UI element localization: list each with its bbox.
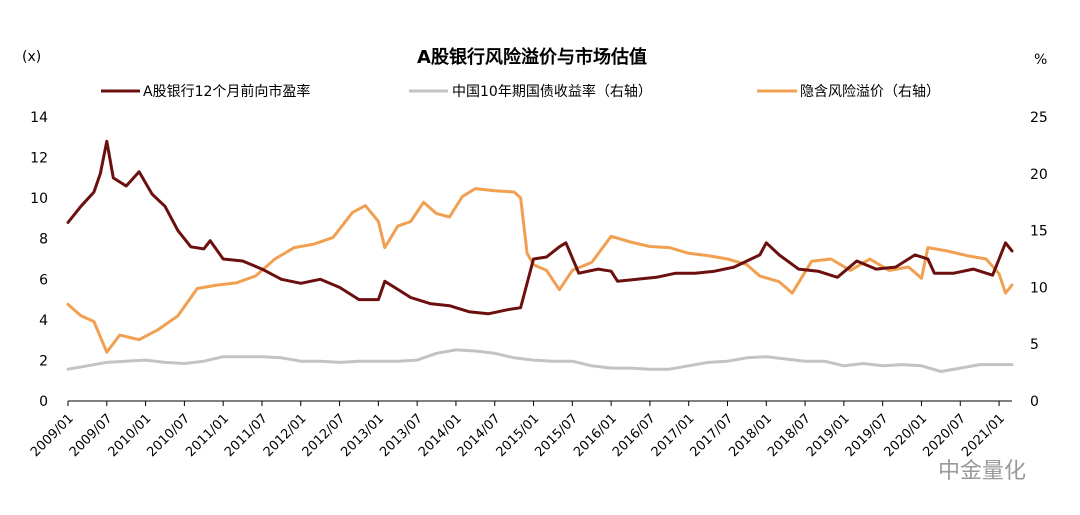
series-line-pe xyxy=(66,139,1014,316)
legend: A股银行12个月前向市盈率 中国10年期国债收益率（右轴） 隐含风险溢价（右轴） xyxy=(101,83,940,100)
right-axis-unit: % xyxy=(1034,52,1047,68)
left-axis-tick-label: 10 xyxy=(30,191,48,207)
left-axis-tick-label: 2 xyxy=(39,353,48,369)
right-axis-tick-label: 15 xyxy=(1030,224,1048,240)
series-layer xyxy=(66,139,1014,373)
right-axis-ticks: 0 5 10 15 20 25 xyxy=(1030,110,1048,410)
legend-label-bond: 中国10年期国债收益率（右轴） xyxy=(452,83,652,100)
left-axis-tick-label: 14 xyxy=(30,110,48,126)
right-axis-tick-label: 0 xyxy=(1030,394,1039,410)
watermark: 中金量化 xyxy=(938,459,1026,484)
legend-label-premium: 隐含风险溢价（右轴） xyxy=(800,84,940,100)
legend-label-pe: A股银行12个月前向市盈率 xyxy=(143,83,310,100)
left-axis-tick-label: 12 xyxy=(30,151,48,167)
left-axis-tick-label: 6 xyxy=(39,272,48,288)
x-axis-tick-label: 2021/01 xyxy=(959,411,1008,460)
left-axis-tick-label: 8 xyxy=(39,232,48,248)
right-axis-tick-label: 5 xyxy=(1030,337,1039,353)
series-line-bond-yield xyxy=(66,348,1014,373)
series-line-risk-premium xyxy=(66,187,1014,354)
left-axis-unit: (x) xyxy=(22,49,41,65)
chart-title: A股银行风险溢价与市场估值 xyxy=(417,46,647,68)
left-axis-tick-label: 0 xyxy=(39,394,48,410)
left-axis-tick-label: 4 xyxy=(39,313,48,329)
right-axis-tick-label: 20 xyxy=(1030,167,1048,183)
right-axis-tick-label: 10 xyxy=(1030,280,1048,296)
right-axis-tick-label: 25 xyxy=(1030,110,1048,126)
x-axis-ticks: 2009/012009/072010/012010/072011/012011/… xyxy=(28,401,1008,460)
left-axis-ticks: 0 2 4 6 8 10 12 14 xyxy=(30,110,48,410)
